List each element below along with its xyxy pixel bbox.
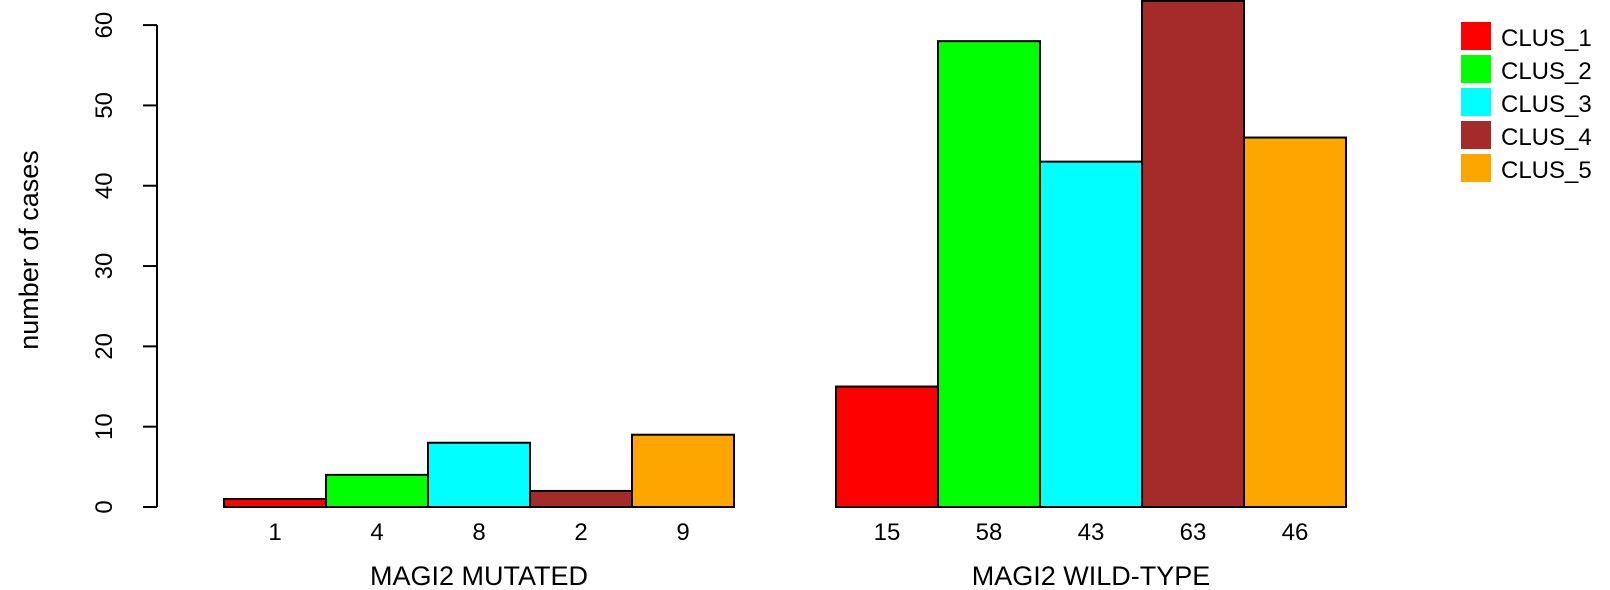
legend-label: CLUS_5: [1501, 157, 1592, 184]
bar-value-label: 43: [1078, 519, 1105, 546]
y-tick-label: 40: [91, 172, 118, 199]
bar: [325, 473, 429, 508]
bar: [835, 385, 939, 508]
bar-value-label: 58: [976, 519, 1003, 546]
group-labels: MAGI2 MUTATED MAGI2 WILD-TYPE: [370, 561, 1210, 590]
group-label: MAGI2 MUTATED: [370, 561, 588, 590]
legend-label: CLUS_3: [1501, 91, 1592, 118]
bar-value-label: 8: [472, 519, 485, 546]
legend-swatch: [1461, 22, 1491, 50]
y-tick-label: 30: [91, 253, 118, 280]
value-labels: 1 4 8 2 9 15 58 43 63 46: [268, 519, 1308, 546]
bar-value-label: 15: [874, 519, 901, 546]
bar-value-label: 46: [1282, 519, 1309, 546]
bar-value-label: 1: [268, 519, 281, 546]
bar-value-label: 63: [1180, 519, 1207, 546]
legend-swatch: [1461, 121, 1491, 149]
bar: [529, 489, 633, 508]
y-axis: 0 10 20 30 40 50 60: [91, 12, 158, 514]
y-tick-label: 60: [91, 12, 118, 39]
legend-label: CLUS_2: [1501, 58, 1592, 85]
bar-value-label: 9: [676, 519, 689, 546]
legend: CLUS_1 CLUS_2 CLUS_3 CLUS_4 CLUS_5: [1461, 22, 1592, 184]
legend-swatch: [1461, 154, 1491, 182]
legend-swatch: [1461, 55, 1491, 83]
y-tick-label: 10: [91, 413, 118, 440]
y-axis-title: number of cases: [14, 150, 44, 350]
bar: [1243, 136, 1347, 509]
legend-label: CLUS_1: [1501, 25, 1592, 52]
y-tick-label: 0: [91, 500, 118, 513]
group-label: MAGI2 WILD-TYPE: [972, 561, 1211, 590]
bar: [1039, 160, 1143, 508]
y-tick-label: 50: [91, 92, 118, 119]
bar: [1141, 0, 1245, 508]
legend-label: CLUS_4: [1501, 124, 1592, 151]
legend-swatch: [1461, 88, 1491, 116]
bar: [631, 433, 735, 509]
bar: [223, 497, 327, 509]
bar-value-label: 4: [370, 519, 383, 546]
bar: [427, 441, 531, 508]
bars: [223, 0, 1347, 509]
bar: [937, 40, 1041, 509]
y-tick-label: 20: [91, 333, 118, 360]
bar-value-label: 2: [574, 519, 587, 546]
